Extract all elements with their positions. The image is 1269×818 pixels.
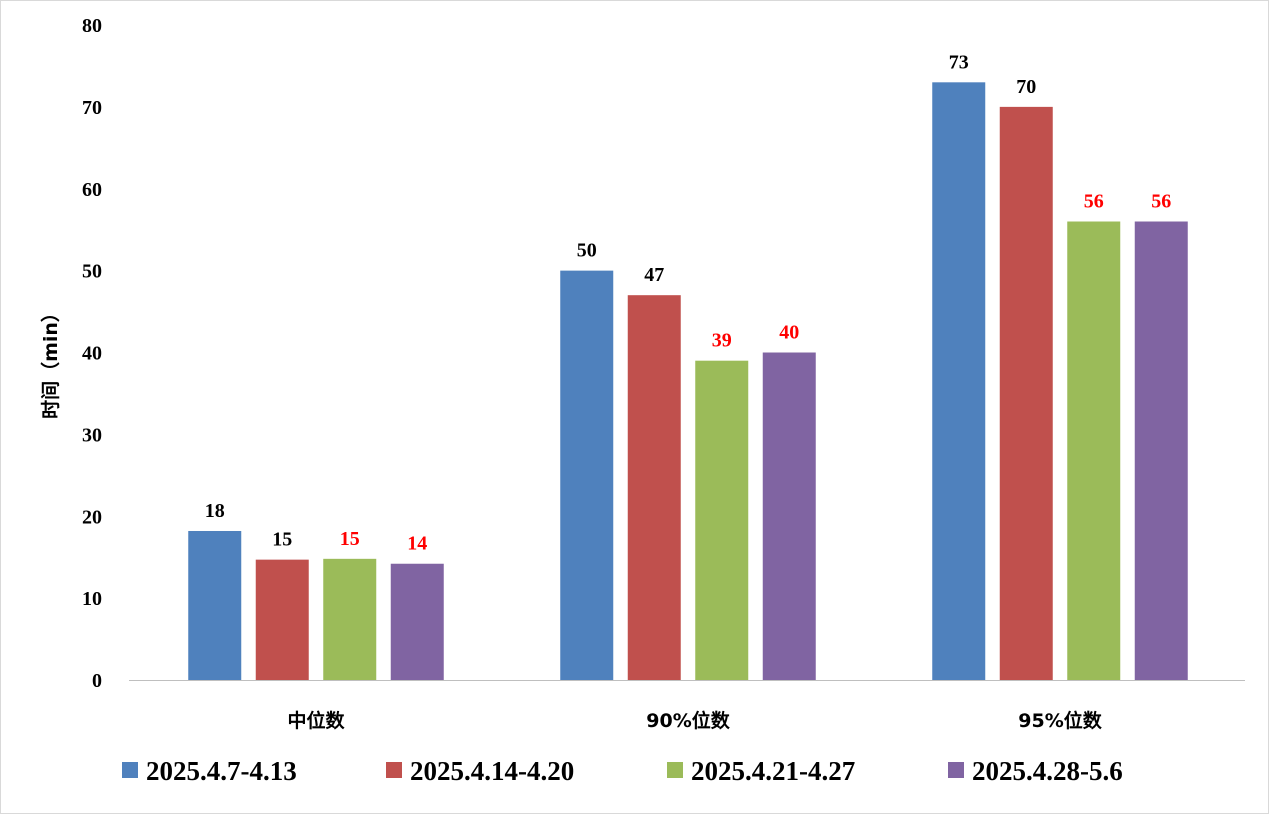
y-tick-label: 20	[82, 506, 102, 528]
data-label: 56	[1084, 191, 1104, 213]
y-tick-label: 50	[82, 261, 102, 283]
data-labels: 18 50 73 15 47 70 15 39 56 14 40 56	[205, 51, 1172, 554]
data-label: 47	[644, 264, 664, 286]
bar	[762, 352, 816, 680]
x-axis-labels: 中位数 90%位数 95%位数	[287, 709, 1102, 732]
y-tick-label: 70	[82, 97, 102, 119]
data-label: 15	[340, 528, 360, 550]
x-category-label: 中位数	[287, 709, 345, 732]
legend-swatch	[386, 762, 402, 778]
legend-label: 2025.4.7-4.13	[146, 756, 297, 786]
y-tick-label: 60	[82, 179, 102, 201]
bar	[390, 563, 444, 680]
y-axis-ticks: 0 10 20 30 40 50 60 70 80	[82, 15, 102, 692]
legend-swatch	[667, 762, 683, 778]
x-category-label: 90%位数	[646, 709, 730, 732]
legend-label: 2025.4.14-4.20	[410, 756, 574, 786]
data-label: 40	[779, 322, 799, 344]
legend-swatch	[948, 762, 964, 778]
legend: 2025.4.7-4.13 2025.4.14-4.20 2025.4.21-4.2…	[122, 756, 1123, 786]
bar	[560, 270, 614, 680]
bar	[1067, 221, 1121, 680]
y-tick-label: 10	[82, 588, 102, 610]
data-label: 14	[407, 533, 427, 555]
bar-series	[188, 82, 1188, 680]
bar	[932, 82, 986, 680]
bar	[323, 558, 377, 680]
y-tick-label: 40	[82, 343, 102, 365]
bar	[188, 530, 242, 680]
y-tick-label: 30	[82, 424, 102, 446]
bar	[255, 559, 309, 680]
bar	[695, 360, 749, 680]
data-label: 50	[577, 240, 597, 262]
y-tick-label: 80	[82, 15, 102, 37]
legend-swatch	[122, 762, 138, 778]
y-tick-label: 0	[92, 670, 102, 692]
data-label: 70	[1016, 76, 1036, 98]
bar	[1134, 221, 1188, 680]
legend-label: 2025.4.28-5.6	[972, 756, 1123, 786]
data-label: 39	[712, 330, 732, 352]
data-label: 15	[272, 529, 292, 551]
data-label: 73	[949, 51, 969, 73]
y-axis-label: 时间（min）	[39, 303, 62, 419]
x-category-label: 95%位数	[1018, 709, 1102, 732]
bar	[627, 295, 681, 680]
data-label: 18	[205, 500, 225, 522]
data-label: 56	[1151, 191, 1171, 213]
bar	[999, 106, 1053, 680]
legend-label: 2025.4.21-4.27	[691, 756, 855, 786]
